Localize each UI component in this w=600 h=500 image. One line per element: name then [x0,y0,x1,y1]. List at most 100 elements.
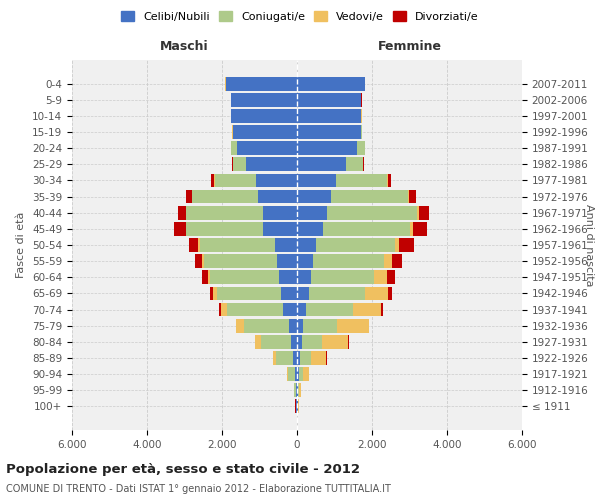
Bar [365,286,388,300]
Bar [214,286,217,300]
Bar [297,77,365,90]
Bar [309,286,365,300]
Bar [295,367,297,381]
Bar [307,302,353,316]
Bar [217,286,281,300]
Legend: Celibi/Nubili, Coniugati/e, Vedovi/e, Divorziati/e: Celibi/Nubili, Coniugati/e, Vedovi/e, Di… [118,8,482,25]
Bar [221,302,227,316]
Bar [203,254,277,268]
Bar [297,125,361,139]
Bar [298,384,299,397]
Bar [413,222,427,235]
Bar [194,254,202,268]
Bar [178,206,186,220]
Bar [215,174,256,188]
Bar [297,206,327,220]
Bar [374,270,388,284]
Bar [409,190,415,203]
Bar [185,222,187,235]
Bar [283,302,297,316]
Bar [226,77,297,90]
Bar [281,286,297,300]
Bar [300,351,311,365]
Y-axis label: Fasce di età: Fasce di età [16,212,26,278]
Bar [263,222,297,235]
Bar [299,384,301,397]
Y-axis label: Anni di nascita: Anni di nascita [584,204,594,286]
Bar [297,190,331,203]
Bar [297,222,323,235]
Bar [189,238,199,252]
Bar [297,174,337,188]
Bar [208,270,209,284]
Bar [279,270,297,284]
Bar [256,174,297,188]
Text: Maschi: Maschi [160,40,209,52]
Bar [297,286,309,300]
Bar [297,158,346,171]
Bar [400,238,413,252]
Bar [303,319,337,332]
Bar [363,158,364,171]
Bar [297,93,361,106]
Bar [199,238,275,252]
Bar [384,254,392,268]
Bar [209,286,214,300]
Bar [419,206,430,220]
Bar [293,351,297,365]
Bar [274,351,277,365]
Bar [327,206,417,220]
Bar [297,142,357,155]
Bar [297,400,298,413]
Bar [297,254,313,268]
Bar [187,222,263,235]
Bar [388,270,395,284]
Bar [297,351,300,365]
Bar [235,319,236,332]
Bar [316,238,395,252]
Bar [237,142,297,155]
Bar [296,400,297,413]
Bar [211,174,214,188]
Bar [361,125,362,139]
Bar [297,238,316,252]
Bar [417,206,419,220]
Bar [297,270,311,284]
Bar [289,319,297,332]
Bar [368,319,370,332]
Bar [277,351,293,365]
Bar [395,238,400,252]
Bar [331,190,407,203]
Bar [291,335,297,348]
Bar [322,335,349,348]
Bar [257,190,297,203]
Bar [296,384,297,397]
Bar [311,351,326,365]
Bar [232,142,237,155]
Bar [297,384,298,397]
Bar [236,319,244,332]
Bar [337,319,368,332]
Bar [409,222,413,235]
Bar [233,158,247,171]
Bar [297,319,303,332]
Bar [175,222,185,235]
Bar [232,109,297,123]
Bar [297,367,299,381]
Text: Femmine: Femmine [377,40,442,52]
Bar [227,302,283,316]
Bar [220,302,221,316]
Bar [287,367,288,381]
Bar [202,270,208,284]
Bar [202,254,203,268]
Bar [313,254,384,268]
Text: Popolazione per età, sesso e stato civile - 2012: Popolazione per età, sesso e stato civil… [6,462,360,475]
Bar [288,367,295,381]
Bar [256,335,261,348]
Bar [297,302,307,316]
Bar [382,302,383,316]
Bar [233,125,297,139]
Bar [275,238,297,252]
Bar [263,206,297,220]
Bar [186,190,191,203]
